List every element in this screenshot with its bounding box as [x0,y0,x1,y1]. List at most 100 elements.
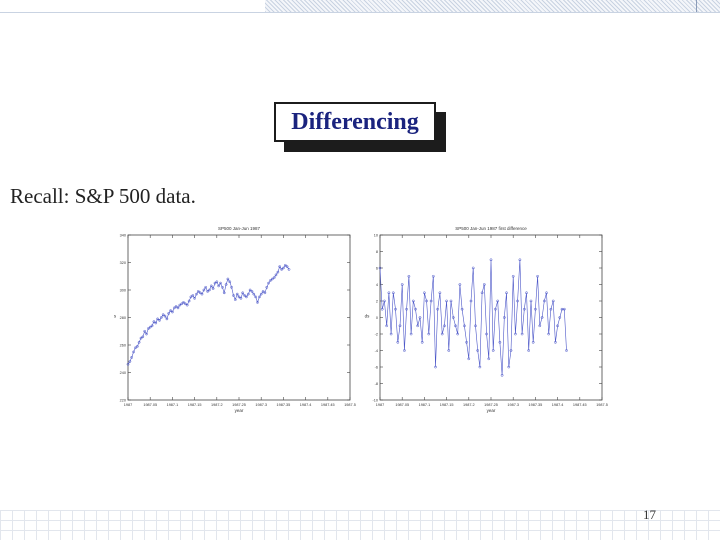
data-point [398,324,402,328]
x-tick-label: 1987 [124,403,132,407]
data-point [545,291,548,295]
data-point [174,305,178,308]
x-tick-label: 1987.4 [552,403,564,407]
data-point [529,299,533,303]
data-point [143,329,147,333]
data-point [280,268,283,271]
data-point [156,317,159,321]
data-point [387,291,391,295]
data-point [385,324,389,328]
data-point [454,324,457,328]
data-point [139,336,143,340]
data-point [383,299,386,303]
data-point [378,266,382,270]
data-point [241,291,245,295]
data-point [239,296,243,300]
data-point [195,292,198,296]
data-point [467,357,471,361]
data-point [491,349,495,352]
data-point [558,316,562,319]
x-tick-label: 1987.35 [277,403,291,407]
data-point [248,288,252,292]
x-tick-label: 1987.1 [167,403,179,407]
x-axis-label: year [487,408,496,413]
data-point [551,299,555,303]
x-tick-label: 1987.2 [211,403,223,407]
x-tick-label: 1987.1 [419,403,431,407]
data-point [213,281,217,285]
data-point [263,291,267,295]
data-point [208,288,211,292]
y-axis-label: ds [365,314,371,319]
y-tick-label: 340 [120,233,126,237]
data-point [391,291,395,295]
data-point [427,332,431,336]
data-point [185,303,189,307]
data-point [134,346,137,350]
data-point [233,298,237,301]
data-point [403,349,406,352]
data-point [221,285,224,289]
data-point [476,349,480,352]
data-point [282,266,285,270]
data-point [520,332,524,336]
data-point [525,291,528,295]
y-tick-label: 220 [120,398,126,402]
data-point [498,340,502,344]
data-point [474,324,477,328]
data-point [141,335,145,339]
data-point [502,316,506,319]
data-point [128,360,132,363]
data-point [259,292,263,296]
data-point [445,299,448,303]
page-number: 17 [643,507,656,522]
data-point [226,277,230,281]
data-point [505,291,508,295]
data-point [514,332,517,336]
x-tick-label: 1987.3 [255,403,267,407]
data-point [154,321,158,325]
x-tick-label: 1987.45 [321,403,335,407]
data-point [531,340,535,344]
top-divider [0,12,720,13]
data-point [150,324,154,328]
data-point [246,292,250,296]
data-point [230,285,233,289]
x-tick-label: 1987.5 [344,403,356,407]
data-point [245,295,248,299]
data-point [469,299,473,303]
bottom-grid-band [0,510,720,540]
data-point [270,277,274,281]
x-tick-label: 1987.35 [529,403,543,407]
data-point [380,307,384,311]
y-tick-label: 0 [376,316,378,320]
data-point [276,270,280,274]
x-tick-label: 1987.15 [188,403,202,407]
data-point [436,307,440,311]
data-point [158,318,161,322]
data-point [204,285,208,289]
chart-title: SP500 Jan-Jun 1987 [218,226,261,231]
y-tick-label: 280 [120,316,126,320]
x-tick-label: 1987.5 [596,403,608,407]
y-tick-label: -6 [375,365,378,369]
data-point [554,340,557,344]
data-point [256,301,259,304]
data-point [400,283,404,286]
data-point [414,307,417,311]
data-point [228,280,232,284]
data-point [407,274,411,278]
data-point [254,295,258,299]
data-point [202,288,206,292]
y-tick-label: 300 [120,288,126,292]
data-point [451,316,455,319]
data-point [465,340,468,344]
y-tick-label: 260 [120,343,126,347]
chart-sp500-first-difference: SP500 Jan-Jun 1987 first difference 1987 1… [365,226,608,413]
data-point [235,292,239,296]
data-point [418,316,422,319]
data-point [518,258,522,262]
y-tick-label: 320 [120,261,126,265]
data-point [167,312,171,315]
data-point [152,320,156,323]
